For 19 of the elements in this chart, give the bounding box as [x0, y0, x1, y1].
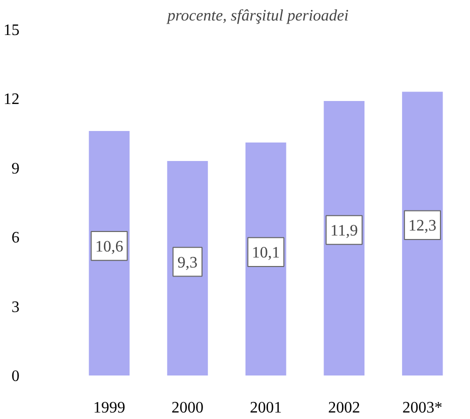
x-tick-label: 2003* — [402, 400, 442, 416]
y-tick-label: 15 — [4, 22, 20, 39]
data-label: 10,1 — [252, 244, 280, 262]
x-tick-label: 2002 — [328, 400, 360, 416]
x-tick-label: 2001 — [250, 400, 282, 416]
data-label: 9,3 — [178, 254, 198, 272]
data-label: 12,3 — [408, 218, 436, 235]
y-tick-label: 12 — [4, 91, 20, 108]
x-tick-label: 1999 — [93, 400, 126, 416]
y-tick-label: 9 — [12, 160, 20, 178]
bar — [402, 92, 443, 376]
y-tick-label: 0 — [12, 368, 20, 385]
x-tick-label: 2000 — [172, 400, 204, 416]
data-label: 10,6 — [95, 238, 124, 256]
y-tick-label: 6 — [12, 230, 20, 247]
y-tick-label: 3 — [12, 298, 20, 316]
chart-title: procente, sfârşitul perioadei — [166, 8, 349, 24]
bar — [324, 101, 364, 376]
data-label: 11,9 — [330, 222, 358, 240]
